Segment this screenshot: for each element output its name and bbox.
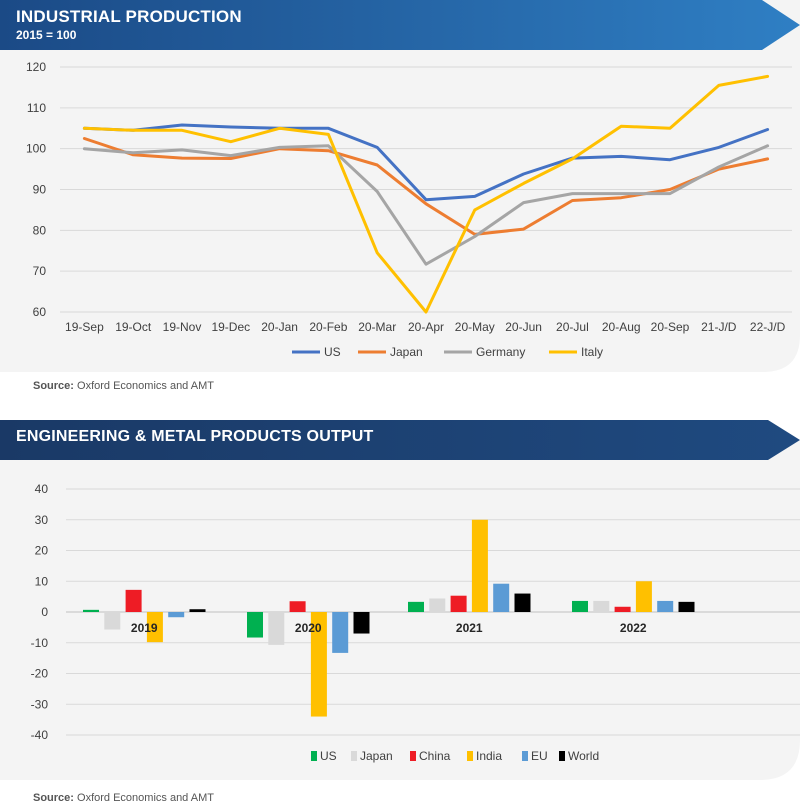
- source-note: Source: Oxford Economics and AMT: [33, 792, 214, 804]
- y-tick-label: -30: [31, 697, 49, 711]
- bar-world-2019: [189, 609, 206, 612]
- y-tick-label: 10: [35, 574, 49, 588]
- bar-japan-2022: [593, 600, 610, 612]
- x-tick-label: 20-Mar: [358, 320, 396, 334]
- source-label: Source:: [33, 380, 74, 392]
- bar-japan-2021: [429, 598, 446, 612]
- legend-swatch: [311, 751, 317, 761]
- category-label: 2021: [456, 621, 483, 635]
- industrial-production-chart: 60 70 80 90 100 110 120 19-Sep 19-Oct 19-Nov 19-De…: [0, 0, 800, 372]
- legend-label: EU: [531, 749, 548, 763]
- legend-swatch: [522, 751, 528, 761]
- legend-swatch: [351, 751, 357, 761]
- legend-label: Italy: [581, 345, 603, 359]
- series-line-germany: [82, 144, 770, 266]
- legend-swatch: [559, 751, 565, 761]
- x-tick-label: 21-J/D: [701, 320, 737, 334]
- bar-us-2019: [83, 609, 99, 612]
- y-tick-label: -20: [31, 667, 49, 681]
- bar-india-2022: [635, 581, 652, 612]
- source-text: Oxford Economics and AMT: [73, 792, 214, 804]
- y-tick-label: -40: [31, 728, 49, 742]
- x-tick-label: 20-Apr: [408, 320, 444, 334]
- category-label: 2022: [620, 621, 647, 635]
- category-label: 2019: [131, 621, 158, 635]
- x-tick-label: 20-Jun: [505, 320, 542, 334]
- y-tick-label: 70: [33, 264, 47, 278]
- bar-us-2021: [408, 601, 424, 612]
- y-tick-label: 0: [41, 605, 48, 619]
- bar-world-2022: [678, 601, 695, 612]
- legend-label: Japan: [390, 345, 423, 359]
- x-tick-label: 20-Jul: [556, 320, 589, 334]
- series-line-italy: [82, 74, 770, 314]
- chart-subtitle: 2015 = 100: [16, 28, 77, 42]
- line-chart-panel: 60 70 80 90 100 110 120 19-Sep 19-Oct 19-Nov 19-De…: [0, 0, 800, 372]
- industrial-production-banner: INDUSTRIAL PRODUCTION 2015 = 100: [0, 0, 800, 50]
- bar-chart-panel: -40 -30 -20 -10 0 10 20 30 40 2019 2020 2021 2022 US J…: [0, 440, 800, 780]
- category-label: 2020: [295, 621, 322, 635]
- x-tick-label: 20-May: [455, 320, 495, 334]
- series-line-us: [82, 123, 770, 202]
- source-label: Source:: [33, 792, 74, 804]
- chart-title: INDUSTRIAL PRODUCTION: [16, 7, 242, 26]
- y-tick-label: 60: [33, 305, 47, 319]
- bar-world-2021: [514, 593, 531, 612]
- bar-eu-2022: [657, 600, 674, 612]
- legend-label: World: [568, 749, 599, 763]
- x-tick-label: 19-Sep: [65, 320, 104, 334]
- bar-china-2021: [450, 595, 467, 612]
- bar-india-2021: [471, 519, 488, 612]
- bar-china-2019: [125, 589, 142, 612]
- x-tick-label: 20-Sep: [651, 320, 690, 334]
- y-tick-label: 20: [35, 544, 49, 558]
- engineering-output-chart: -40 -30 -20 -10 0 10 20 30 40 2019 2020 2021 2022 US J…: [0, 440, 800, 780]
- bar-china-2022: [614, 606, 631, 612]
- source-note: Source: Oxford Economics and AMT: [33, 380, 214, 392]
- x-tick-label: 20-Jan: [261, 320, 298, 334]
- legend-label: US: [324, 345, 341, 359]
- bar-china-2020: [289, 601, 306, 612]
- bar-eu-2020: [332, 612, 349, 653]
- bar-eu-2021: [493, 583, 510, 612]
- y-tick-label: 100: [26, 142, 46, 156]
- bar-japan-2020: [268, 612, 285, 645]
- bar-india-2020: [310, 612, 327, 717]
- x-tick-label: 20-Feb: [309, 320, 347, 334]
- legend-label: China: [419, 749, 451, 763]
- y-tick-label: 110: [27, 101, 46, 115]
- x-tick-label: 19-Oct: [115, 320, 152, 334]
- bar-india-2019: [146, 612, 163, 643]
- legend-label: Japan: [360, 749, 393, 763]
- y-tick-label: 30: [35, 513, 49, 527]
- y-tick-label: 90: [33, 183, 47, 197]
- banner-arrow-shape: [0, 0, 800, 50]
- x-tick-label: 19-Dec: [211, 320, 250, 334]
- y-tick-label: 120: [26, 60, 46, 74]
- x-tick-label: 22-J/D: [750, 320, 786, 334]
- legend-label: US: [320, 749, 337, 763]
- y-tick-label: 40: [35, 482, 49, 496]
- y-tick-label: -10: [31, 636, 49, 650]
- bar-japan-2019: [104, 612, 121, 630]
- x-tick-label: 19-Nov: [163, 320, 202, 334]
- y-tick-label: 80: [33, 223, 47, 237]
- x-tick-label: 20-Aug: [602, 320, 641, 334]
- bar-us-2022: [572, 600, 588, 612]
- bar-us-2020: [247, 612, 263, 638]
- legend-label: India: [476, 749, 502, 763]
- engineering-output-banner: ENGINEERING & METAL PRODUCTS OUTPUT: [0, 420, 800, 460]
- panel-background: [0, 440, 800, 780]
- panel-background: [0, 0, 800, 372]
- legend-swatch: [410, 751, 416, 761]
- legend-label: Germany: [476, 345, 525, 359]
- bar-eu-2019: [168, 612, 185, 618]
- legend-swatch: [467, 751, 473, 761]
- bar-world-2020: [353, 612, 370, 634]
- banner-arrow-shape: [0, 420, 800, 460]
- source-text: Oxford Economics and AMT: [73, 380, 214, 392]
- chart-title: ENGINEERING & METAL PRODUCTS OUTPUT: [16, 428, 374, 445]
